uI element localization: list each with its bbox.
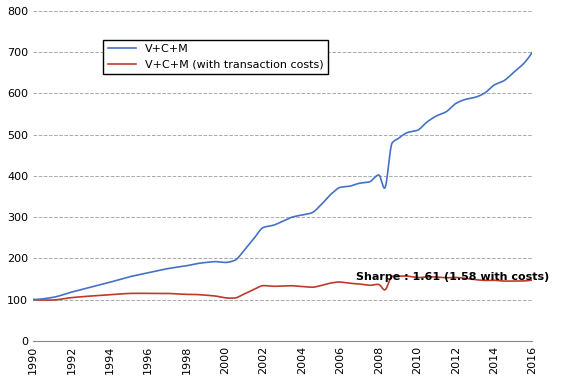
V+C+M (with transaction costs) xyxy=(29,297,36,302)
Line: V+C+M: V+C+M xyxy=(33,52,532,299)
V+C+M xyxy=(485,88,492,92)
Legend: V+C+M, V+C+M (with transaction costs): V+C+M, V+C+M (with transaction costs) xyxy=(104,40,328,74)
V+C+M (with transaction costs) xyxy=(529,278,536,282)
V+C+M (with transaction costs) xyxy=(401,274,408,278)
V+C+M (with transaction costs) xyxy=(369,283,375,287)
V+C+M xyxy=(426,118,433,123)
V+C+M xyxy=(241,248,248,253)
V+C+M (with transaction costs) xyxy=(251,287,258,291)
V+C+M xyxy=(251,236,258,240)
V+C+M (with transaction costs) xyxy=(41,298,48,303)
V+C+M xyxy=(529,50,536,54)
V+C+M xyxy=(29,297,36,302)
Text: Sharpe : 1.61 (1.58 with costs): Sharpe : 1.61 (1.58 with costs) xyxy=(356,272,549,282)
V+C+M (with transaction costs) xyxy=(316,283,323,288)
V+C+M (with transaction costs) xyxy=(427,275,434,279)
V+C+M xyxy=(316,204,323,208)
V+C+M (with transaction costs) xyxy=(485,278,492,283)
Line: V+C+M (with transaction costs): V+C+M (with transaction costs) xyxy=(33,276,532,300)
V+C+M (with transaction costs) xyxy=(241,291,248,296)
V+C+M xyxy=(368,178,375,183)
